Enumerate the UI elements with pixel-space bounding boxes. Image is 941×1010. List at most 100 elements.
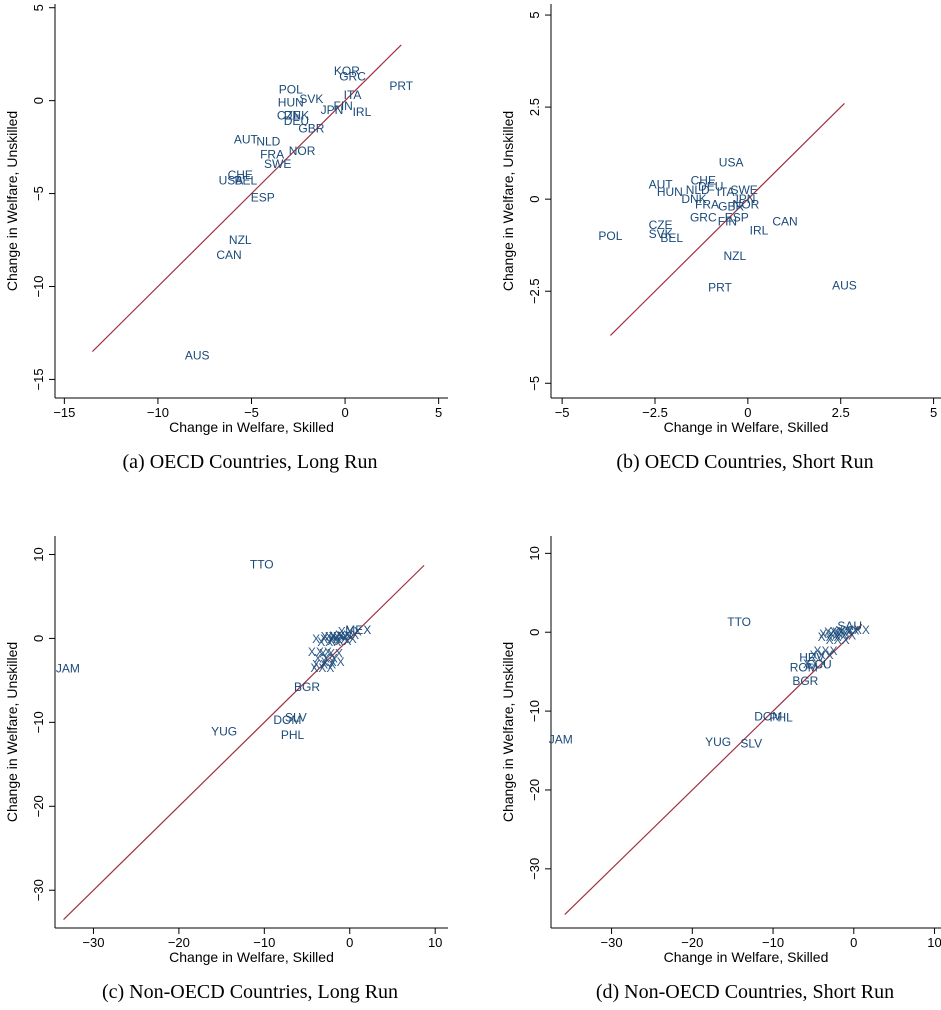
chart-panel-3: −30 −20 −10 0 10 −30 −20 −10 0 10 Change in Welfar… <box>4 536 448 1003</box>
data-point-label: USA <box>219 174 244 188</box>
data-point-label: SVK <box>299 92 323 106</box>
data-point-label: YUG <box>705 735 731 749</box>
data-point-label: DNK <box>681 192 706 206</box>
data-point-label: SAU <box>837 619 862 633</box>
chart-panel-2: −5 −2.5 0 2.5 5 −5 −2.5 0 2.5 5 Change in Welfare,… <box>500 4 941 473</box>
data-point-label: POL <box>279 82 303 96</box>
data-point-label: GBR <box>298 122 324 136</box>
data-point-label: XXX <box>317 635 341 649</box>
x-tick-label: 0 <box>744 405 751 420</box>
y-tick-label: −10 <box>31 711 46 733</box>
data-point-label: XXX <box>321 655 345 669</box>
data-point-label: XXX <box>327 634 351 648</box>
data-point-label: NZL <box>724 249 747 263</box>
data-point-label: XXX <box>319 647 343 661</box>
data-point-label: IRL <box>750 223 769 237</box>
x-tick-label: 0 <box>346 935 353 950</box>
x-tick-label: 5 <box>435 405 442 420</box>
diagonal-line <box>92 44 402 352</box>
data-point-label: DOM <box>273 713 301 727</box>
y-tick-label: 0 <box>527 629 542 636</box>
y-tick-label: 0 <box>31 635 46 642</box>
data-point-label: DOM <box>754 710 782 724</box>
y-tick-label: 0 <box>31 97 46 104</box>
data-point-label: AUT <box>234 133 259 147</box>
data-point-label: CZE <box>649 218 673 232</box>
data-point-label: GBR <box>718 200 744 214</box>
panel-caption: (b) OECD Countries, Short Run <box>616 451 873 473</box>
data-point-label: USA <box>719 155 744 169</box>
data-point-label: JPN <box>321 103 344 117</box>
x-tick-label: 2.5 <box>832 405 850 420</box>
data-point-label: ROM <box>790 661 818 675</box>
data-point-label: SLV <box>285 710 307 724</box>
y-tick-label: −10 <box>31 275 46 297</box>
y-axis-title: Change in Welfare, Unskilled <box>500 111 516 291</box>
data-point-label: XXX <box>314 652 338 666</box>
y-tick-label: −20 <box>527 779 542 801</box>
data-point-label: NOR <box>733 198 760 212</box>
y-axis-title: Change in Welfare, Unskilled <box>500 642 516 822</box>
data-point-label: PRT <box>708 281 732 295</box>
data-point-label: YUG <box>211 725 237 739</box>
y-tick-label: −30 <box>31 879 46 901</box>
data-point-label: XXX <box>329 629 353 643</box>
x-tick-label: −30 <box>601 935 623 950</box>
data-point-label: PRT <box>389 79 413 93</box>
y-tick-label: 5 <box>31 4 46 11</box>
x-axis-title: Change in Welfare, Skilled <box>169 419 334 435</box>
data-point-label: CAN <box>772 214 797 228</box>
x-tick-label: −2.5 <box>642 405 668 420</box>
x-tick-label: −15 <box>53 405 75 420</box>
data-point-label: NOR <box>289 144 316 158</box>
x-tick-label: 5 <box>930 405 937 420</box>
y-tick-label: −15 <box>31 368 46 390</box>
data-point-label: XXX <box>826 633 850 647</box>
data-point-label: CHE <box>691 174 716 188</box>
x-tick-label: −5 <box>244 405 259 420</box>
y-tick-label: 10 <box>31 547 46 561</box>
data-point-label: DNK <box>284 109 309 123</box>
y-tick-label: −2.5 <box>527 278 542 304</box>
x-axis-title: Change in Welfare, Skilled <box>664 419 829 435</box>
diagonal-line <box>564 623 863 916</box>
data-point-label: MEX <box>345 623 371 637</box>
x-tick-label: −30 <box>82 935 104 950</box>
data-point-label: JAM <box>549 732 573 746</box>
chart-panel-1: −15 −10 −5 0 5 −15 −10 −5 0 5 Change in Welfare, S… <box>4 4 448 473</box>
data-point-label: JAM <box>56 662 80 676</box>
data-point-label: AUT <box>649 177 674 191</box>
data-point-label: XXX <box>338 625 362 639</box>
x-tick-label: −10 <box>253 935 275 950</box>
data-point-label: XXX <box>310 661 334 675</box>
y-tick-label: −5 <box>31 186 46 201</box>
x-tick-label: 0 <box>850 935 857 950</box>
chart-panel-4: −30 −20 −10 0 10 −30 −20 −10 0 10 Change in Welfar… <box>500 536 941 1003</box>
data-point-label: XXX <box>832 628 856 642</box>
y-tick-label: 2.5 <box>527 98 542 116</box>
data-point-label: BEL <box>235 174 258 188</box>
data-point-label: XXX <box>814 644 838 658</box>
x-tick-label: −10 <box>147 405 169 420</box>
data-point-label: GRC <box>339 69 366 83</box>
data-point-label: TTO <box>727 615 751 629</box>
data-point-label: SLV <box>740 736 762 750</box>
data-point-label: GRC <box>690 211 717 225</box>
data-point-label: XXX <box>803 657 827 671</box>
y-axis-title: Change in Welfare, Unskilled <box>4 642 20 822</box>
data-point-label: XXX <box>325 630 349 644</box>
data-point-label: FRA <box>260 148 284 162</box>
data-point-label: KOR <box>334 64 360 78</box>
data-point-label: DEU <box>698 179 723 193</box>
data-point-label: BEL <box>660 231 683 245</box>
y-tick-label: −10 <box>527 700 542 722</box>
y-tick-label: 0 <box>527 196 542 203</box>
data-point-label: HRV <box>799 650 824 664</box>
x-axis-title: Change in Welfare, Skilled <box>169 949 334 965</box>
y-axis-title: Change in Welfare, Unskilled <box>4 111 20 291</box>
data-point-label: PHL <box>769 710 793 724</box>
x-tick-label: −20 <box>168 935 190 950</box>
data-point-label: PHL <box>281 728 305 742</box>
data-point-label: AUS <box>185 348 210 362</box>
